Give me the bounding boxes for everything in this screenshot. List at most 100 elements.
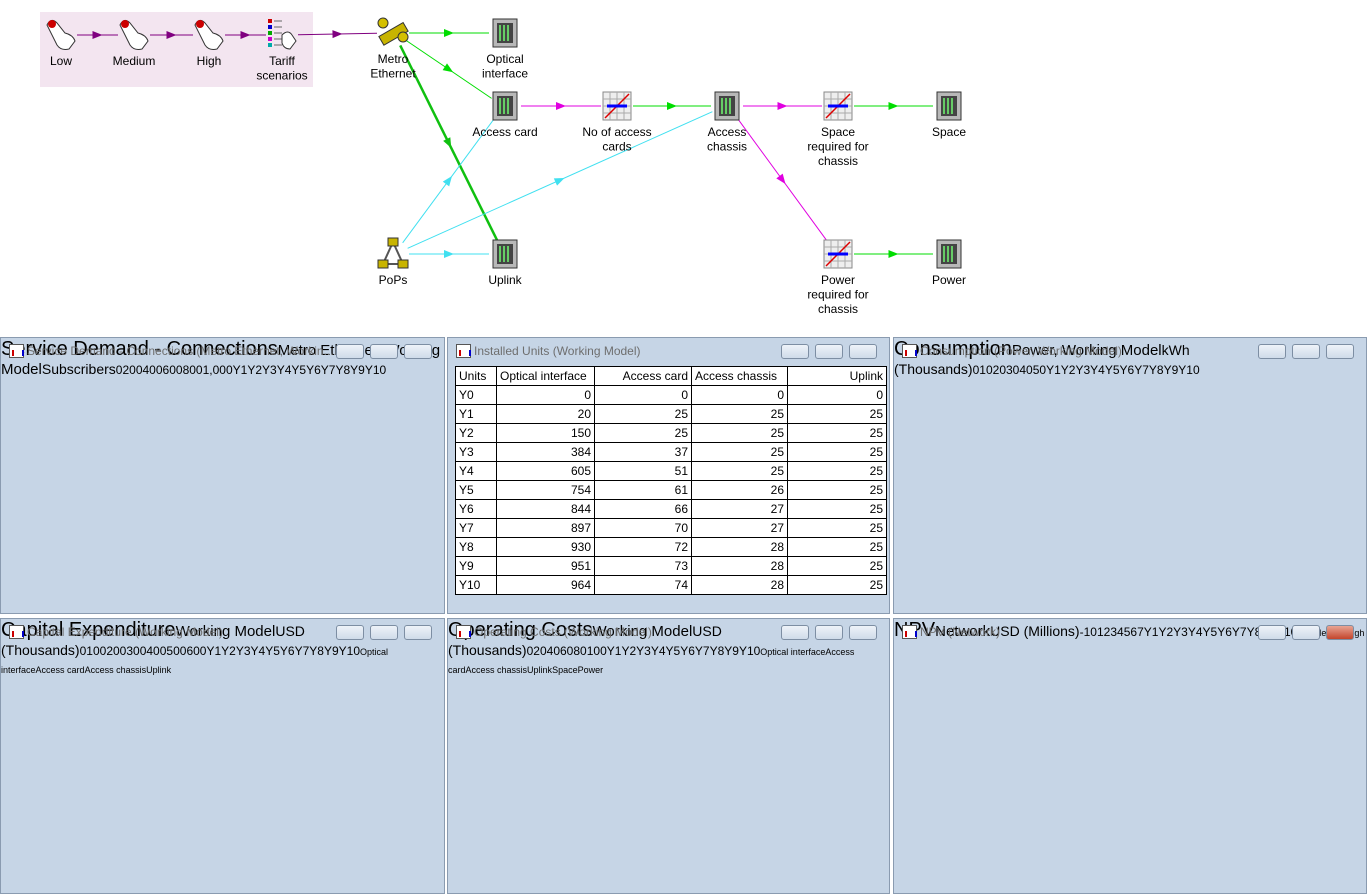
maximize-button[interactable] xyxy=(1292,625,1320,640)
close-button[interactable] xyxy=(849,344,877,359)
x-tick-label: Y9 xyxy=(1163,363,1179,377)
x-tick-label: Y8 xyxy=(1148,363,1164,377)
minimize-button[interactable] xyxy=(336,625,364,640)
table-cell: 605 xyxy=(496,461,595,481)
x-tick-label: Y1 xyxy=(206,644,222,658)
y-tick-label: 500 xyxy=(166,644,187,658)
x-tick-label: Y7 xyxy=(320,363,336,377)
table-row: Y1 20 25 25 25 xyxy=(455,404,887,424)
table-cell: 70 xyxy=(594,518,692,538)
node-label: Tariff xyxy=(269,54,295,68)
table-cell: 25 xyxy=(691,442,788,462)
window-title: Installed Units (Working Model) xyxy=(474,344,641,358)
node-label: Metro xyxy=(378,52,409,66)
legend-label: Optical interface xyxy=(760,647,826,657)
chart-subtitle: Working Model xyxy=(175,623,276,640)
table-cell: Y0 xyxy=(455,385,497,405)
window-title: NPV (Network) xyxy=(920,625,1001,639)
x-tick-label: Y3 xyxy=(1075,363,1091,377)
table-cell: 37 xyxy=(594,442,692,462)
title-bar: Capital Expenditure (Working Model) xyxy=(1,619,444,643)
table-row: Y5 754 61 26 25 xyxy=(455,480,887,500)
minimize-button[interactable] xyxy=(781,625,809,640)
x-tick-label: Y9 xyxy=(350,363,365,377)
legend-label: Access chassis xyxy=(465,665,528,675)
arrow-head xyxy=(667,102,677,110)
node-icon xyxy=(121,20,129,28)
minimize-button[interactable] xyxy=(336,344,364,359)
table-row: Y0 0 0 0 0 xyxy=(455,385,887,405)
y-tick-label: 1 xyxy=(1096,625,1104,639)
minimize-button[interactable] xyxy=(1258,625,1286,640)
arrow-head xyxy=(776,173,786,184)
node-label: Power xyxy=(932,273,966,287)
maximize-button[interactable] xyxy=(815,625,843,640)
node-icon xyxy=(377,17,389,29)
table-cell: 25 xyxy=(691,461,788,481)
node-label: Low xyxy=(50,54,72,68)
node-label: required for xyxy=(807,140,868,154)
table-cell: 25 xyxy=(787,442,887,462)
table-cell: 0 xyxy=(787,385,887,405)
table-cell: 25 xyxy=(787,404,887,424)
close-button[interactable] xyxy=(404,344,432,359)
window: Operating CostsWorking ModelUSD (Thousan… xyxy=(447,618,890,894)
table-cell: 25 xyxy=(787,575,887,595)
table-cell: 27 xyxy=(691,518,788,538)
x-tick-label: Y6 xyxy=(306,363,321,377)
close-button[interactable] xyxy=(1326,344,1354,359)
header-cell: Access card xyxy=(594,366,692,386)
arrow-head xyxy=(92,31,103,39)
y-tick-label: 6 xyxy=(1130,625,1138,639)
x-tick-label: Y9 xyxy=(323,644,339,658)
y-axis-label: USD (Thousands) xyxy=(1,623,305,658)
window: Installed Units (Working Model) Units Opti… xyxy=(447,337,890,614)
arrow-head xyxy=(553,177,565,186)
maximize-button[interactable] xyxy=(370,344,398,359)
x-tick-label: Y5 xyxy=(291,363,307,377)
maximize-button[interactable] xyxy=(1292,344,1320,359)
y-tick-label: 200 xyxy=(106,644,127,658)
chart-subtitle: Network xyxy=(935,623,991,640)
table-cell: 150 xyxy=(496,423,595,443)
maximize-button[interactable] xyxy=(370,625,398,640)
minimize-button[interactable] xyxy=(1258,344,1286,359)
node-label: chassis xyxy=(818,154,858,168)
close-button[interactable] xyxy=(849,625,877,640)
table-cell: 28 xyxy=(691,556,788,576)
window: Capital ExpenditureWorking ModelUSD (Tho… xyxy=(0,618,445,894)
window-content: Operating CostsWorking ModelUSD (Thousan… xyxy=(448,619,889,678)
y-tick-label: 10 xyxy=(979,363,993,377)
close-button[interactable] xyxy=(1326,625,1354,640)
title-bar: Service Demand - Connections (Metro Ethe… xyxy=(1,338,444,362)
x-tick-label: Y4 xyxy=(1090,363,1105,377)
x-tick-label: Y8 xyxy=(309,644,324,658)
maximize-button[interactable] xyxy=(815,344,843,359)
table-cell: 66 xyxy=(594,499,692,519)
data-table: Units Optical interface Access card Access … xyxy=(455,366,887,595)
arrow-head xyxy=(442,63,454,73)
x-tick-label: Y6 xyxy=(1217,625,1232,639)
node-label: Access xyxy=(708,125,747,139)
minimize-button[interactable] xyxy=(781,344,809,359)
table-cell: 0 xyxy=(691,385,788,405)
node-label: Access card xyxy=(472,125,537,139)
x-tick-label: Y3 xyxy=(262,363,277,377)
legend-label: Power xyxy=(577,665,604,675)
x-tick-label: Y6 xyxy=(279,644,295,658)
x-tick-label: Y4 xyxy=(250,644,266,658)
y-axis-label: USD (Thousands) xyxy=(448,623,722,658)
table-cell: Y4 xyxy=(455,461,497,481)
table-cell: 930 xyxy=(496,537,595,557)
node-label: chassis xyxy=(818,302,858,316)
x-tick-label: Y6 xyxy=(680,644,695,658)
table-cell: 25 xyxy=(787,537,887,557)
table-cell: 0 xyxy=(496,385,595,405)
close-button[interactable] xyxy=(404,625,432,640)
arrow-head xyxy=(888,102,899,110)
header-cell: Access chassis xyxy=(691,366,788,386)
window-icon xyxy=(456,625,471,639)
y-tick-label: 100 xyxy=(86,644,107,658)
x-tick-label: Y7 xyxy=(694,644,710,658)
